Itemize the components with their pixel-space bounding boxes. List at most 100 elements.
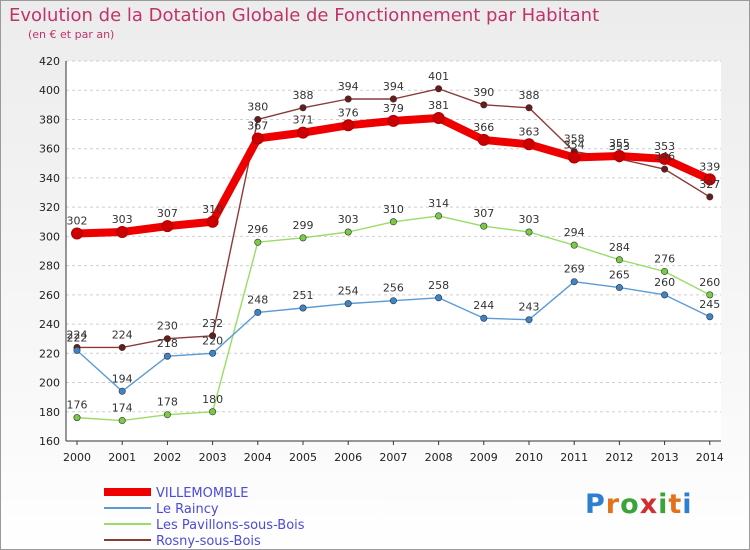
data-point <box>209 349 217 357</box>
data-label: 269 <box>564 263 585 276</box>
data-point <box>706 193 714 201</box>
data-point <box>297 126 309 139</box>
data-label: 390 <box>473 86 494 99</box>
data-label: 180 <box>202 393 223 406</box>
data-point <box>163 352 171 360</box>
data-point <box>613 150 626 162</box>
data-point <box>615 256 623 264</box>
data-label: 256 <box>383 282 404 295</box>
data-label: 302 <box>67 214 88 227</box>
data-point <box>570 241 578 249</box>
y-tick-label: 200 <box>39 377 60 390</box>
data-label: 379 <box>383 102 404 115</box>
y-tick-label: 220 <box>39 347 60 360</box>
data-label: 258 <box>428 279 449 292</box>
y-tick-label: 300 <box>39 230 60 243</box>
data-point <box>163 411 171 419</box>
x-tick-label: 2000 <box>63 451 91 464</box>
data-label: 260 <box>654 276 675 289</box>
data-point <box>435 212 443 220</box>
data-point <box>299 234 307 242</box>
x-tick-label: 2001 <box>108 451 136 464</box>
data-point <box>344 300 352 308</box>
y-tick-label: 340 <box>39 172 60 185</box>
data-label: 314 <box>428 197 449 210</box>
data-label: 303 <box>519 213 540 226</box>
data-label: 260 <box>699 276 720 289</box>
data-label: 401 <box>428 70 449 83</box>
logo-letter: x <box>639 489 659 520</box>
data-label: 388 <box>519 89 540 102</box>
data-point <box>661 291 669 299</box>
data-point <box>432 112 445 124</box>
legend-label: Rosny-sous-Bois <box>156 534 261 549</box>
data-label: 230 <box>157 320 178 333</box>
data-label: 220 <box>202 334 223 347</box>
data-point <box>389 95 397 103</box>
data-label: 194 <box>112 372 133 385</box>
data-point <box>435 85 443 93</box>
x-tick-label: 2013 <box>651 451 679 464</box>
data-label: 276 <box>654 252 675 265</box>
data-point <box>209 332 217 340</box>
data-label: 371 <box>293 114 314 127</box>
data-point <box>658 152 671 165</box>
data-point <box>477 133 490 146</box>
x-tick-label: 2012 <box>605 451 633 464</box>
data-label: 394 <box>338 80 359 93</box>
data-point <box>389 297 397 305</box>
data-point <box>661 165 669 173</box>
legend-label: VILLEMOMBLE <box>156 486 248 501</box>
data-label: 310 <box>383 203 404 216</box>
data-point <box>703 173 716 186</box>
x-tick-label: 2014 <box>696 451 724 464</box>
data-label: 222 <box>67 331 88 344</box>
data-label: 367 <box>247 119 268 132</box>
chart-subtitle: (en € et par an) <box>28 28 115 41</box>
legend-label: Les Pavillons-sous-Bois <box>156 518 305 533</box>
data-label: 284 <box>609 241 630 254</box>
data-point <box>525 316 533 324</box>
data-point <box>251 132 264 145</box>
data-label: 296 <box>247 223 268 236</box>
data-label: 381 <box>428 99 449 112</box>
data-label: 232 <box>202 317 223 330</box>
data-label: 299 <box>293 219 314 232</box>
logo-letter: o <box>620 489 640 520</box>
data-label: 354 <box>564 138 585 151</box>
data-point <box>568 151 581 164</box>
data-label: 294 <box>564 226 585 239</box>
y-tick-label: 380 <box>39 113 60 126</box>
data-label: 307 <box>473 207 494 220</box>
legend-label: Le Raincy <box>156 502 219 517</box>
x-tick-label: 2003 <box>199 451 227 464</box>
y-tick-label: 280 <box>39 260 60 273</box>
x-tick-label: 2002 <box>153 451 181 464</box>
data-label: 244 <box>473 299 494 312</box>
chart-title: Evolution de la Dotation Globale de Fonc… <box>9 5 600 26</box>
data-point <box>73 414 81 422</box>
x-tick-label: 2009 <box>470 451 498 464</box>
data-point <box>344 95 352 103</box>
data-point <box>480 314 488 322</box>
data-label: 254 <box>338 285 359 298</box>
data-label: 388 <box>293 89 314 102</box>
data-label: 243 <box>519 301 540 314</box>
data-point <box>661 267 669 275</box>
data-point <box>389 218 397 226</box>
data-point <box>706 291 714 299</box>
data-point <box>480 222 488 230</box>
data-point <box>254 115 262 123</box>
data-label: 353 <box>654 140 675 153</box>
data-label: 380 <box>247 100 268 113</box>
data-label: 363 <box>519 125 540 138</box>
x-tick-label: 2004 <box>244 451 272 464</box>
data-label: 327 <box>699 178 720 191</box>
data-label: 251 <box>293 289 314 302</box>
data-point <box>570 278 578 286</box>
data-point <box>254 308 262 316</box>
data-label: 394 <box>383 80 404 93</box>
data-label: 346 <box>654 150 675 163</box>
data-label: 245 <box>699 298 720 311</box>
data-label: 303 <box>112 213 133 226</box>
